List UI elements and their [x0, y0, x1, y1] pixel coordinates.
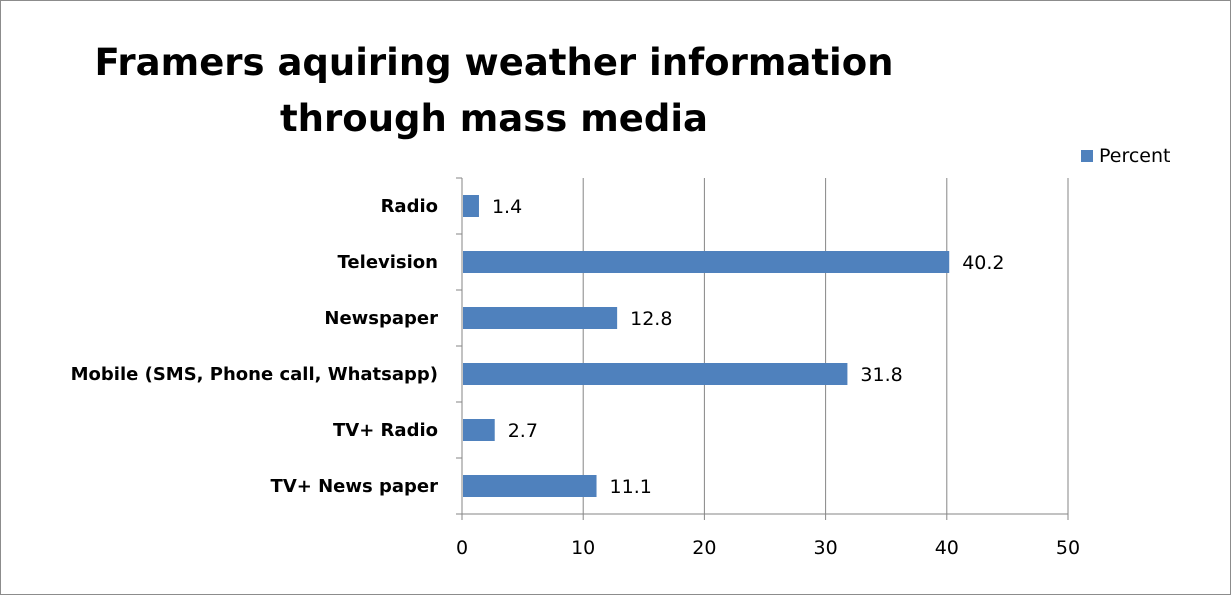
x-tick-label: 30: [814, 537, 838, 559]
chart-title: Framers aquiring weather information thr…: [94, 41, 894, 140]
x-tick-label: 10: [571, 537, 595, 559]
x-tick-label: 40: [935, 537, 959, 559]
data-label: 2.7: [508, 420, 538, 442]
bar: [463, 475, 597, 497]
x-tick-label: 50: [1056, 537, 1080, 559]
data-label: 1.4: [492, 196, 522, 218]
x-tick-label: 0: [456, 537, 468, 559]
data-label: 12.8: [630, 308, 672, 330]
bar: [463, 251, 950, 273]
bar: [463, 195, 479, 217]
legend-label: Percent: [1099, 145, 1171, 167]
legend: Percent: [1081, 145, 1171, 167]
category-label: Television: [338, 252, 438, 273]
category-label: TV+ Radio: [333, 420, 438, 441]
bar: [463, 419, 495, 441]
data-label: 40.2: [962, 252, 1004, 274]
category-label: Mobile (SMS, Phone call, Whatsapp): [71, 364, 438, 385]
data-label: 31.8: [860, 364, 902, 386]
category-label: TV+ News paper: [271, 476, 439, 497]
bar: [463, 307, 618, 329]
data-label: 11.1: [610, 476, 652, 498]
category-label: Radio: [381, 196, 438, 217]
x-tick-label: 20: [692, 537, 716, 559]
legend-swatch: [1081, 150, 1093, 162]
category-label: Newspaper: [324, 308, 438, 329]
bar: [463, 363, 848, 385]
